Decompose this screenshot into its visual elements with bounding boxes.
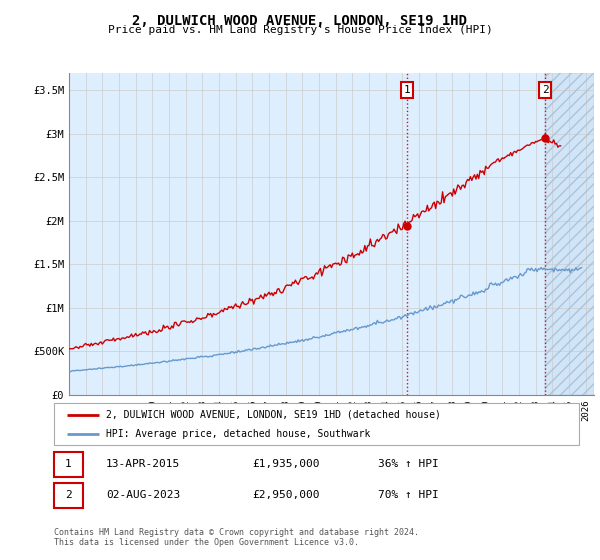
FancyBboxPatch shape (54, 403, 579, 445)
Text: 2, DULWICH WOOD AVENUE, LONDON, SE19 1HD (detached house): 2, DULWICH WOOD AVENUE, LONDON, SE19 1HD… (107, 409, 442, 419)
Text: 36% ↑ HPI: 36% ↑ HPI (377, 459, 439, 469)
Text: 2: 2 (542, 85, 549, 95)
Text: 1: 1 (65, 459, 71, 469)
Text: 2: 2 (65, 490, 71, 500)
Text: Price paid vs. HM Land Registry's House Price Index (HPI): Price paid vs. HM Land Registry's House … (107, 25, 493, 35)
Bar (545, 73, 594, 395)
Text: 02-AUG-2023: 02-AUG-2023 (106, 490, 181, 500)
FancyBboxPatch shape (54, 483, 83, 508)
Text: 70% ↑ HPI: 70% ↑ HPI (377, 490, 439, 500)
Text: Contains HM Land Registry data © Crown copyright and database right 2024.
This d: Contains HM Land Registry data © Crown c… (54, 528, 419, 547)
Text: HPI: Average price, detached house, Southwark: HPI: Average price, detached house, Sout… (107, 429, 371, 439)
Bar (545, 73, 594, 395)
Text: 2, DULWICH WOOD AVENUE, LONDON, SE19 1HD: 2, DULWICH WOOD AVENUE, LONDON, SE19 1HD (133, 14, 467, 28)
FancyBboxPatch shape (54, 452, 83, 477)
Text: £1,935,000: £1,935,000 (253, 459, 320, 469)
Text: 13-APR-2015: 13-APR-2015 (106, 459, 181, 469)
Text: £2,950,000: £2,950,000 (253, 490, 320, 500)
Text: 1: 1 (403, 85, 410, 95)
